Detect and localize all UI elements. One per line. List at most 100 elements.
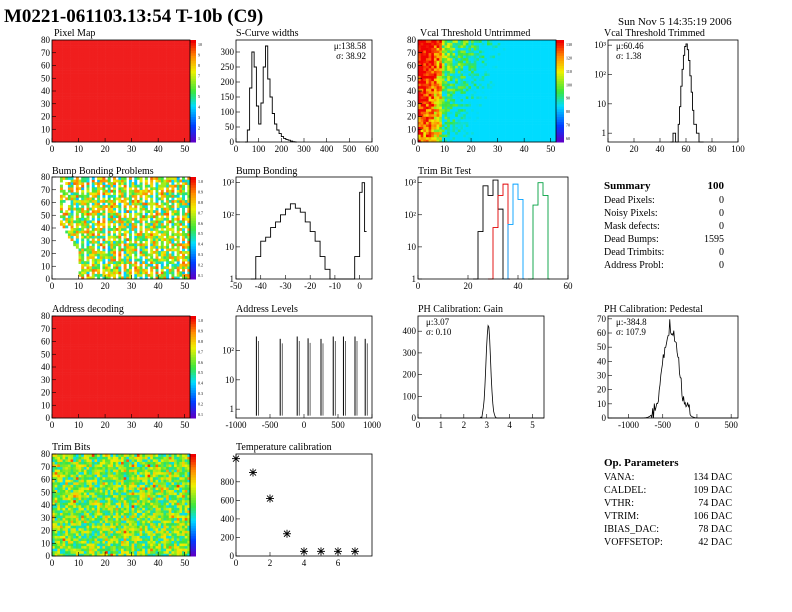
- bump-map-cell: [86, 273, 90, 277]
- vcal-untrimmed-cell: [548, 52, 551, 56]
- vcal-untrimmed-cell: [447, 101, 451, 105]
- vcal-untrimmed-cell: [468, 70, 472, 74]
- bump-map-cell: [99, 253, 103, 257]
- vcal-untrimmed-cell: [518, 101, 522, 105]
- pixel-map-cell: [105, 96, 109, 99]
- vcal-untrimmed-cell: [550, 108, 554, 112]
- vcal-untrimmed-cell: [479, 42, 482, 46]
- bump-map-cell: [115, 240, 119, 244]
- pixel-map-cell: [67, 103, 71, 107]
- pixel-map-cell: [86, 78, 90, 82]
- vcal-untrimmed-cell: [431, 126, 435, 130]
- bump-map-cell: [110, 245, 114, 249]
- vcal-untrimmed-cell: [431, 111, 435, 115]
- bump-map-cell: [86, 220, 90, 224]
- vcal-untrimmed-cell: [471, 75, 475, 79]
- pixel-map-cell: [158, 113, 162, 117]
- pixel-map-cell: [94, 52, 98, 56]
- pixel-map-cell: [152, 106, 156, 110]
- bump-map-cell: [86, 245, 90, 249]
- pixel-map-cell: [187, 42, 191, 46]
- bump-map-cell: [65, 192, 69, 196]
- pixel-map-cell: [144, 83, 148, 87]
- vcal-untrimmed-cell: [452, 106, 456, 110]
- pixel-map-cell: [115, 98, 119, 102]
- pixel-map-cell: [67, 85, 71, 89]
- pixel-map-cell: [142, 57, 146, 61]
- vcal-untrimmed-cell: [463, 52, 467, 56]
- vcal-untrimmed-cell: [492, 78, 496, 82]
- vcal-untrimmed-cell: [526, 55, 530, 59]
- vcal-untrimmed-cell: [529, 55, 533, 59]
- vcal-untrimmed-cell: [471, 124, 475, 127]
- vcal-untrimmed-cell: [460, 116, 464, 120]
- pixel-map-cell: [144, 129, 148, 133]
- pixel-map-cell: [67, 129, 71, 133]
- vcal-untrimmed-cell: [526, 42, 530, 46]
- vcal-untrimmed-cell: [534, 83, 538, 87]
- bump-map-cell: [102, 250, 106, 254]
- pixel-map-cell: [131, 70, 135, 74]
- vcal-untrimmed-cell: [487, 50, 490, 54]
- pixel-map-colorbar-cell: [190, 113, 196, 117]
- pixel-map-cell: [147, 98, 151, 102]
- pixel-map-cell: [94, 73, 98, 76]
- pixel-map-cell: [184, 52, 188, 56]
- bump-map-cell: [59, 187, 63, 191]
- pixel-map-cell: [128, 106, 132, 110]
- vcal-untrimmed-cell: [497, 55, 501, 59]
- pixel-map-cell: [54, 42, 58, 46]
- pixel-map-cell: [78, 50, 82, 54]
- vcal-untrimmed-cell: [460, 88, 464, 92]
- vcal-untrimmed-cell: [505, 98, 509, 102]
- pixel-map-cell: [126, 52, 130, 56]
- pixel-map-cell: [184, 73, 188, 76]
- vcal-untrimmed-cell: [449, 108, 453, 112]
- vcal-untrimmed-cell: [545, 91, 549, 94]
- pixel-map-cell: [78, 129, 82, 133]
- pixel-map-cell: [168, 45, 172, 48]
- vcal-untrimmed-cell: [524, 70, 528, 74]
- pixel-map-cell: [171, 93, 175, 97]
- vcal-untrimmed-cell: [537, 98, 541, 102]
- bump-map-cell: [91, 187, 95, 191]
- vcal-untrimmed-cell: [447, 80, 451, 84]
- pixel-map-cell: [102, 134, 106, 138]
- pixel-map-cell: [182, 139, 185, 143]
- vcal-untrimmed-cell: [542, 40, 546, 43]
- bump-map-cell: [75, 199, 79, 203]
- bump-map-cell: [121, 177, 124, 180]
- pixel-map-cell: [99, 98, 103, 102]
- vcal-untrimmed-cell: [457, 83, 461, 87]
- pixel-map-cell: [155, 68, 159, 71]
- pixel-map-cell: [171, 113, 175, 117]
- vcal-untrimmed-cell: [431, 62, 435, 66]
- vcal-untrimmed-cell: [489, 139, 493, 143]
- vcal-untrimmed-cell: [465, 121, 469, 125]
- pixel-map-cell: [94, 129, 98, 133]
- pixel-map-cell: [184, 121, 188, 125]
- vcal-untrimmed-cell: [484, 119, 488, 122]
- pixel-map-cell: [168, 70, 172, 74]
- bump-map-cell: [97, 235, 101, 239]
- vcal-untrimmed-cell: [463, 70, 467, 74]
- pixel-map-cell: [147, 113, 151, 117]
- vcal-untrimmed-cell: [441, 93, 445, 97]
- bump-map-cell: [113, 276, 116, 280]
- bump-map-cell: [123, 266, 127, 270]
- pixel-map-cell: [99, 129, 103, 133]
- bump-map-cell: [118, 263, 122, 267]
- pixel-map-cell: [83, 124, 87, 127]
- vcal-untrimmed-cell: [537, 136, 541, 140]
- vcal-untrimmed-cell: [505, 70, 509, 74]
- vcal-untrimmed-cell: [508, 139, 512, 143]
- vcal-untrimmed-cell: [444, 40, 448, 43]
- pixel-map-cell: [150, 62, 154, 66]
- pixel-map-cell: [174, 126, 178, 130]
- pixel-map-cell: [176, 68, 180, 71]
- bump-map-cell: [83, 212, 87, 216]
- vcal-untrimmed-cell: [418, 42, 421, 46]
- pixel-map-cell: [179, 83, 183, 87]
- bump-map-cell: [81, 187, 85, 191]
- bump-map-cell: [113, 243, 116, 247]
